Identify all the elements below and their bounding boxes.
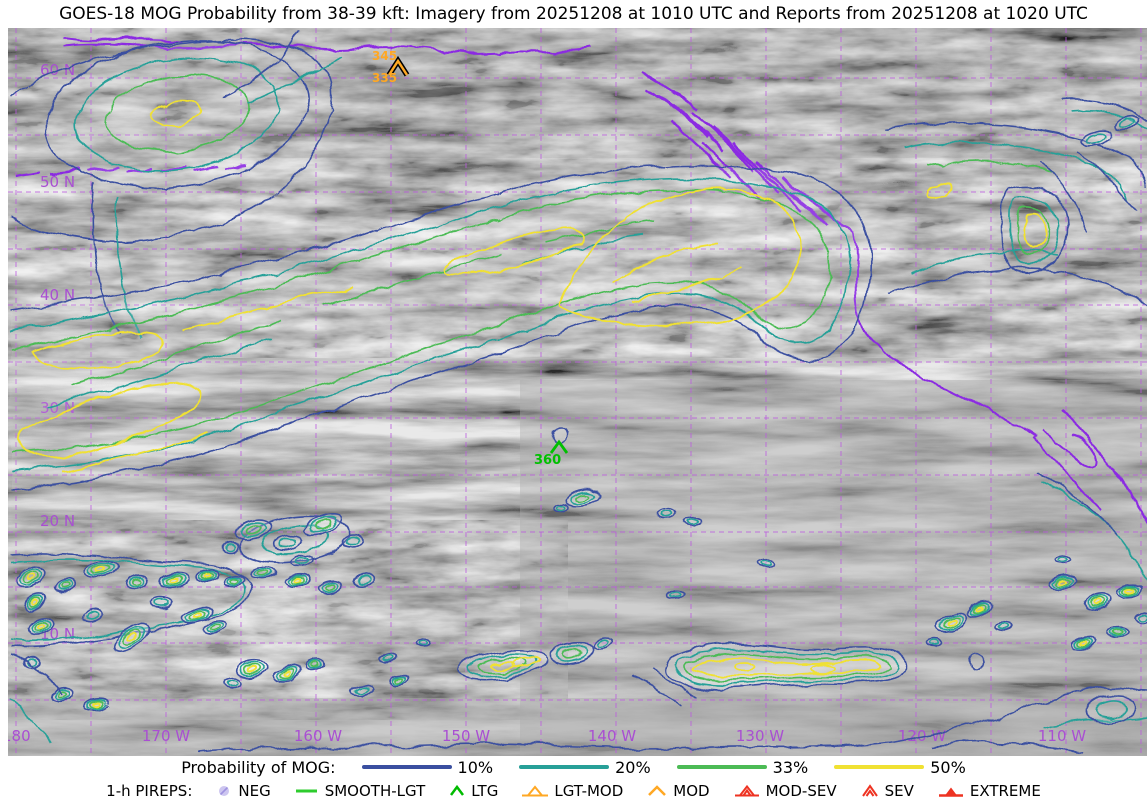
longitude-label: 130 W (736, 727, 784, 745)
graticule-labels: 60 N 50 N 40 N 30 N 20 N 10 N 180 170 W … (2, 61, 1086, 745)
legend-item-33pct: 33% (676, 757, 809, 777)
legend-item-label: 20% (615, 757, 651, 777)
legend-item-lgt-mod: LGT-MOD (522, 782, 623, 800)
legend-item-extreme: EXTREME (938, 782, 1041, 800)
legend-item-20pct: 20% (519, 758, 651, 777)
legend-item-label: MOD-SEV (765, 782, 837, 800)
legend-item-label: SMOOTH-LGT (324, 782, 426, 800)
legend-item-label: LTG (471, 782, 499, 800)
legend-item-mod: MOD (647, 782, 710, 800)
latitude-label: 50 N (40, 173, 75, 191)
legend-item-label: NEG (238, 782, 271, 800)
legend-item-label: 10% (457, 757, 494, 777)
ltg-caret-icon (549, 439, 569, 454)
legend-item-label: LGT-MOD (554, 782, 624, 800)
legend-item-label: EXTREME (969, 782, 1041, 800)
longitude-label: 160 W (294, 727, 342, 745)
pirep-marker-ltg: 360 (534, 439, 569, 468)
pireps-legend-title: 1-h PIREPS: (106, 782, 193, 800)
longitude-label: 140 W (588, 727, 636, 745)
pirep-flight-level-bottom: 335 (372, 71, 397, 85)
mod-sev-icon (734, 784, 759, 797)
probability-10-swatch (361, 765, 452, 769)
page-title: GOES-18 MOG Probability from 38-39 kft: … (59, 4, 1088, 24)
latitude-label: 20 N (40, 512, 75, 530)
legend-item-smooth-lgt: SMOOTH-LGT (295, 782, 426, 800)
sev-icon (861, 784, 878, 797)
smooth-lgt-icon (295, 789, 317, 793)
legend-item-10pct: 10% (361, 757, 494, 777)
pirep-flight-level: 360 (534, 453, 561, 468)
mod-icon (648, 785, 667, 796)
probability-33-swatch (676, 765, 767, 769)
longitude-label: 180 (2, 727, 31, 745)
probability-contours (8, 31, 1147, 751)
latitude-label: 40 N (40, 286, 75, 304)
pirep-flight-level-top: 345 (372, 49, 397, 63)
probability-legend: Probability of MOG: 10% 20% 33% 50% (0, 756, 1147, 778)
extreme-icon (938, 787, 963, 797)
longitude-label: 110 W (1038, 727, 1086, 745)
ltg-icon (450, 784, 465, 796)
longitude-label: 120 W (898, 727, 946, 745)
legend-item-50pct: 50% (834, 758, 966, 777)
map-image: 60 N 50 N 40 N 30 N 20 N 10 N 180 170 W … (2, 28, 1147, 756)
legend-item-label: SEV (884, 782, 914, 800)
legend-item-label: MOD (673, 782, 710, 800)
legend-item-ltg: LTG (449, 782, 498, 800)
legend-item-sev: SEV (861, 782, 914, 800)
probability-legend-title: Probability of MOG: (181, 757, 336, 777)
longitude-label: 170 W (142, 727, 190, 745)
longitude-label: 150 W (442, 727, 490, 745)
legend-item-label: 33% (772, 757, 809, 777)
mod-caret-icon (387, 58, 409, 76)
probability-20-swatch (519, 765, 610, 769)
pireps-legend: 1-h PIREPS: NEG SMOOTH-LGT LTG (0, 779, 1147, 803)
pirep-marker-mod: 345 335 (372, 49, 410, 85)
legend-item-label: 50% (930, 757, 966, 777)
lgt-mod-icon (522, 785, 549, 797)
legend-item-neg: NEG (216, 782, 271, 800)
legend-item-mod-sev: MOD-SEV (734, 782, 837, 800)
neg-icon (219, 786, 230, 796)
probability-50-swatch (834, 765, 925, 769)
